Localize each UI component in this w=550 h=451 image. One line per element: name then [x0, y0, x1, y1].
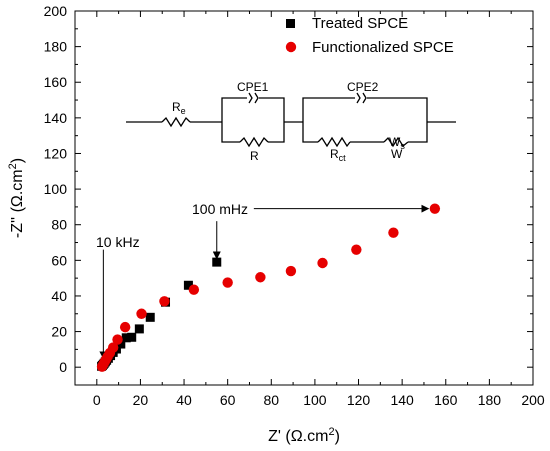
- equivalent-circuit: [126, 92, 456, 148]
- y-tick-label: 0: [59, 359, 67, 375]
- tick-labels: 0 20 40 60 80 100 120 140 160 180 200 0 20 40 60 80 100 1…: [44, 3, 545, 408]
- circuit-label-re: Re: [172, 100, 186, 116]
- circuit-label-cpe2: CPE2: [347, 80, 379, 94]
- data-point-functionalized: [136, 308, 147, 319]
- y-tick-label: 120: [44, 145, 68, 161]
- y-tick-label: 20: [51, 324, 67, 340]
- x-tick-label: 180: [478, 392, 502, 408]
- x-tick-label: 40: [176, 392, 192, 408]
- data-point-functionalized: [188, 284, 200, 295]
- data-point-treated: [116, 339, 126, 349]
- legend: Treated SPCE Functionalized SPCE: [285, 15, 454, 56]
- x-axis-title: Z' (Ω.cm2): [268, 426, 340, 445]
- circuit-label-r: R: [250, 149, 259, 163]
- annotation-label-10khz: 10 kHz: [96, 234, 140, 250]
- warburg-element: [383, 136, 409, 148]
- y-tick-label: 100: [44, 181, 68, 197]
- cpe1-element: [248, 92, 253, 104]
- resistor-r: [239, 136, 269, 148]
- data-point-treated: [212, 257, 222, 267]
- x-tick-label: 200: [521, 392, 545, 408]
- annotations: [99, 204, 430, 360]
- data-point-functionalized: [222, 277, 233, 288]
- circuit-label-w: W: [391, 147, 403, 161]
- y-tick-label: 140: [44, 110, 68, 126]
- data-point-functionalized: [351, 244, 362, 255]
- data-point-treated: [121, 333, 131, 343]
- cpe2-element-b: [362, 92, 367, 104]
- x-tick-label: 120: [347, 392, 371, 408]
- x-tick-label: 0: [93, 392, 101, 408]
- series-functionalized: [96, 203, 441, 372]
- series-treated: [97, 257, 222, 371]
- data-point-functionalized: [107, 342, 119, 353]
- circuit-label-cpe1: CPE1: [237, 80, 269, 94]
- data-point-treated: [183, 280, 193, 290]
- resistor-rct: [317, 136, 351, 148]
- y-tick-label: 60: [51, 252, 67, 268]
- circuit-block-1-frame: [221, 97, 285, 143]
- x-tick-label: 20: [133, 392, 149, 408]
- x-tick-label: 80: [263, 392, 279, 408]
- data-point-functionalized: [159, 296, 170, 307]
- y-tick-label: 40: [51, 288, 67, 304]
- circuit-label-ws: Ws: [389, 135, 405, 151]
- legend-label-treated: Treated SPCE: [312, 15, 408, 32]
- cpe2-element: [356, 92, 361, 104]
- y-tick-label: 180: [44, 39, 68, 55]
- circuit-labels: Re CPE1 R CPE2 Rct Ws W: [172, 80, 405, 163]
- y-tick-label: 80: [51, 217, 67, 233]
- circuit-label-rct: Rct: [330, 147, 346, 163]
- data-point-functionalized: [255, 272, 266, 283]
- data-point-treated: [134, 324, 144, 334]
- data-point-functionalized: [112, 334, 123, 345]
- data-point-functionalized: [429, 203, 441, 214]
- x-tick-label: 140: [390, 392, 414, 408]
- resistor-re: [161, 116, 191, 128]
- legend-label-functionalized: Functionalized SPCE: [312, 39, 454, 56]
- data-point-functionalized: [317, 257, 328, 269]
- x-tick-label: 160: [434, 392, 458, 408]
- x-tick-label: 100: [303, 392, 327, 408]
- data-point-functionalized: [285, 265, 297, 277]
- plot-frame: [74, 10, 534, 386]
- data-point-functionalized: [388, 227, 399, 238]
- axis-ticks: [75, 10, 534, 385]
- cpe1-element-b: [254, 92, 259, 104]
- y-tick-label: 160: [44, 74, 68, 90]
- y-axis-title: -Z'' (Ω.cm2): [7, 158, 26, 238]
- y-tick-label: 200: [44, 3, 68, 19]
- data-point-functionalized: [119, 321, 131, 333]
- data-point-treated: [145, 312, 155, 322]
- annotation-label-100mhz: 100 mHz: [192, 201, 248, 217]
- data-point-treated: [127, 332, 137, 342]
- legend-marker-treated: [286, 19, 295, 28]
- circuit-block-2-frame: [302, 97, 428, 143]
- legend-marker-functionalized: [285, 41, 297, 53]
- x-tick-label: 60: [220, 392, 236, 408]
